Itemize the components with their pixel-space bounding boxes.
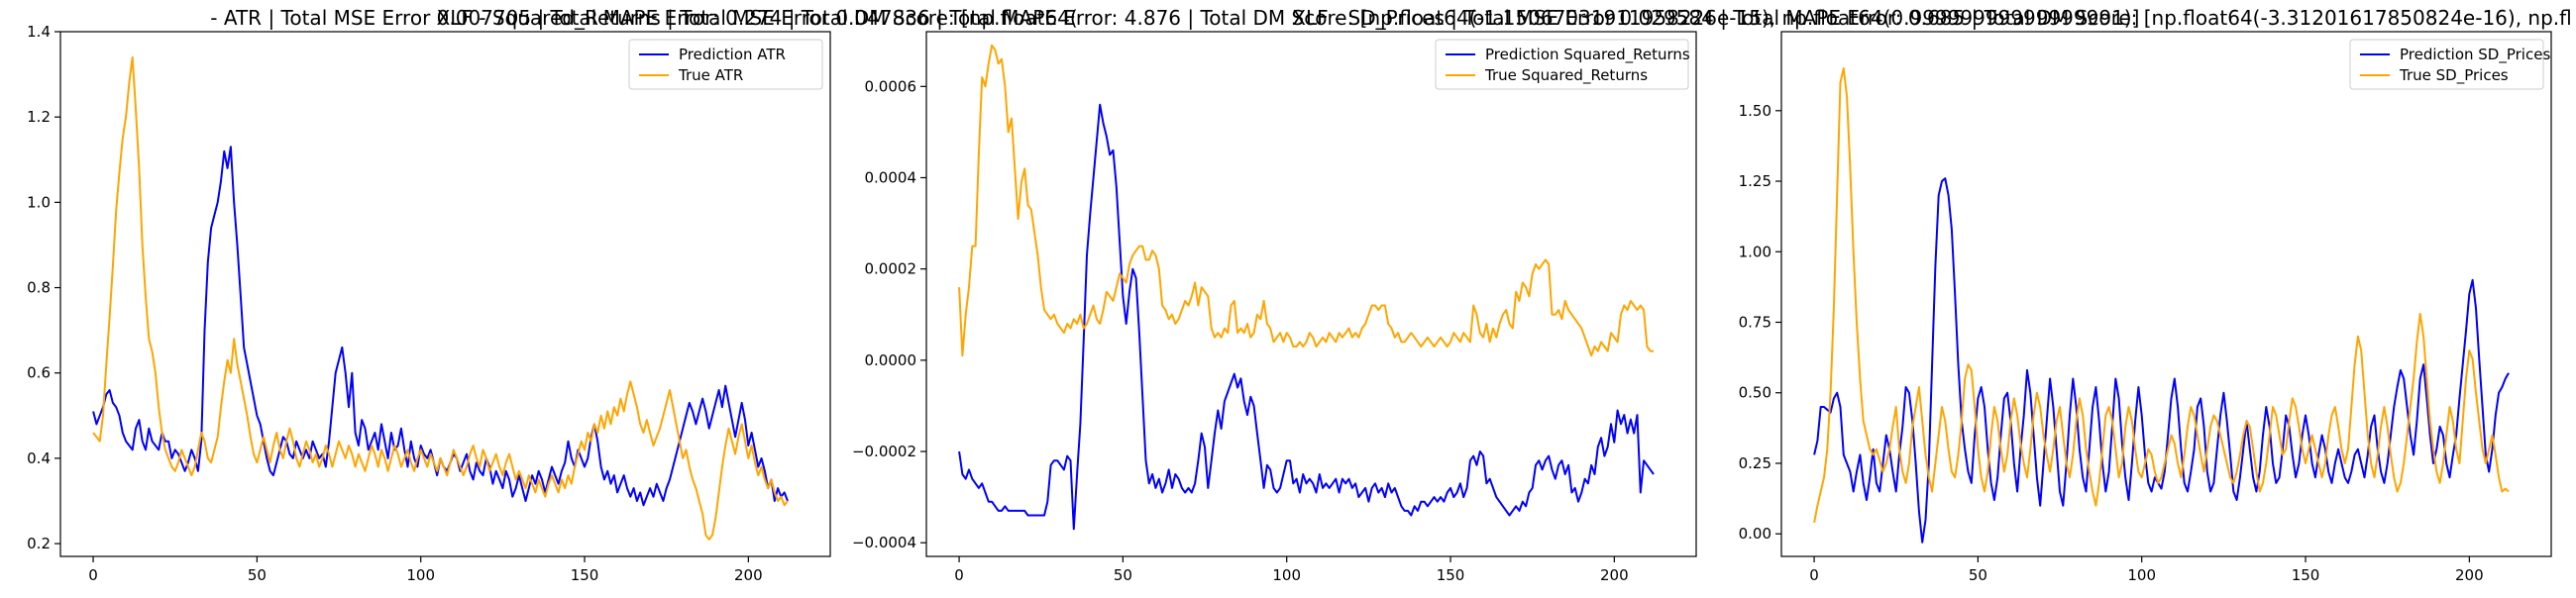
x-tick-label: 150 [2292, 566, 2320, 584]
y-tick-label: 0.75 [1739, 313, 1771, 331]
chart-panel-2: 0 50 100 150 200 −0.0004 −0.0002 0.0000 0.0002 0.… [852, 31, 1697, 584]
y-tick-label: 0.6 [27, 364, 51, 382]
legend-label: Prediction SD_Prices [2400, 46, 2550, 64]
legend-box [2349, 39, 2544, 90]
x-tick-label: 0 [954, 566, 964, 584]
series-line-prediction [1813, 177, 2510, 544]
y-tick-label: 1.2 [27, 108, 51, 126]
chart-title: - ATR | Total MSE Error 0.007705 | Total… [210, 6, 1077, 30]
series-line-true [92, 55, 789, 541]
x-tick-label: 200 [1600, 566, 1629, 584]
x-tick-label: 0 [1809, 566, 1819, 584]
legend: Prediction Squared_Returns True Squared_R… [1435, 39, 1690, 90]
legend: Prediction SD_Prices True SD_Prices [2349, 39, 2550, 90]
chart-title: XLF - Squared_Returns | Total MSE Error … [437, 6, 2140, 30]
y-tick-label: 0.0006 [865, 77, 917, 95]
legend-label: True SD_Prices [2399, 66, 2509, 85]
y-tick-label: 1.4 [27, 23, 51, 41]
y-tick-label: 0.2 [27, 535, 51, 552]
axes-frame [925, 31, 1697, 557]
y-tick-label: 0.0004 [865, 168, 917, 186]
y-tick-label: −0.0002 [852, 443, 916, 460]
x-tick-label: 50 [1969, 566, 1987, 584]
y-tick-label: 1.00 [1739, 243, 1771, 260]
chart-title: XLF - SD_Prices | Total MSE Error 0.0295… [1292, 6, 2571, 30]
legend-label: True Squared_Returns [1484, 66, 1648, 85]
axes-frame [1780, 31, 2552, 557]
x-tick-label: 200 [734, 566, 763, 584]
x-tick-label: 150 [571, 566, 599, 584]
x-tick-label: 50 [1114, 566, 1132, 584]
y-tick-label: 0.0000 [865, 351, 917, 369]
y-tick-label: 0.50 [1739, 384, 1771, 402]
x-tick-label: 150 [1437, 566, 1465, 584]
x-tick-label: 0 [88, 566, 98, 584]
series-line-true [1813, 67, 2510, 523]
x-tick-label: 200 [2455, 566, 2484, 584]
y-tick-label: 1.50 [1739, 102, 1771, 120]
series-line-prediction [958, 103, 1655, 531]
y-tick-label: 0.00 [1739, 525, 1771, 543]
chart-panel-1: 0 50 100 150 200 0.2 0.4 0.6 0.8 1.0 1.2 1.4 Predict… [27, 23, 831, 584]
chart-panel-3: 0 50 100 150 200 0.00 0.25 0.50 0.75 1.00 1.25 1.50… [1739, 31, 2552, 584]
axes-frame [59, 31, 831, 557]
x-tick-label: 50 [248, 566, 267, 584]
legend-box [628, 39, 823, 90]
legend-label: Prediction Squared_Returns [1485, 46, 1690, 64]
y-tick-label: 0.25 [1739, 454, 1771, 472]
series-line-true [958, 44, 1654, 357]
legend-label: True ATR [678, 66, 743, 84]
legend-box [1435, 39, 1689, 90]
x-tick-label: 100 [406, 566, 435, 584]
y-tick-label: 0.4 [27, 449, 51, 467]
x-tick-label: 100 [1272, 566, 1301, 584]
y-tick-label: 0.0002 [865, 260, 917, 278]
y-tick-label: 1.25 [1739, 172, 1771, 190]
y-tick-label: 1.0 [27, 193, 51, 211]
y-tick-label: 0.8 [27, 279, 51, 297]
legend-label: Prediction ATR [679, 46, 786, 63]
y-tick-label: −0.0004 [852, 534, 916, 551]
legend: Prediction ATR True ATR [628, 39, 823, 90]
x-tick-label: 100 [2127, 566, 2156, 584]
